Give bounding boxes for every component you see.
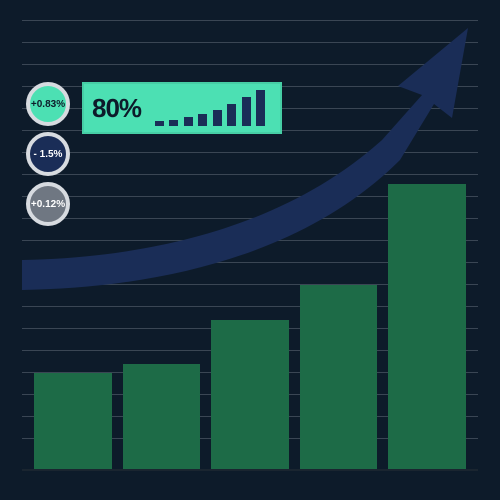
mini-bar-3 xyxy=(184,117,193,126)
bar-5 xyxy=(388,184,466,470)
mini-bar-8 xyxy=(256,90,265,126)
mini-bar-4 xyxy=(198,114,207,126)
mini-bar-2 xyxy=(169,120,178,126)
metric-badge-1: +0.83% xyxy=(26,82,70,126)
metric-badges: +0.83% - 1.5% +0.12% xyxy=(26,82,70,232)
mini-bar-6 xyxy=(227,104,236,126)
panel-mini-bars xyxy=(155,90,265,126)
chart-stage: +0.83% - 1.5% +0.12% 80% xyxy=(0,0,500,500)
metric-badge-2: - 1.5% xyxy=(26,132,70,176)
percent-panel: 80% xyxy=(82,82,282,134)
mini-bar-5 xyxy=(213,110,222,126)
percent-value: 80% xyxy=(92,93,141,124)
bar-4 xyxy=(300,285,378,470)
bar-1 xyxy=(34,373,112,470)
mini-bar-1 xyxy=(155,121,164,126)
mini-bar-7 xyxy=(242,97,251,126)
metric-badge-3: +0.12% xyxy=(26,182,70,226)
x-axis xyxy=(22,469,478,471)
bar-2 xyxy=(123,364,201,470)
bar-3 xyxy=(211,320,289,470)
